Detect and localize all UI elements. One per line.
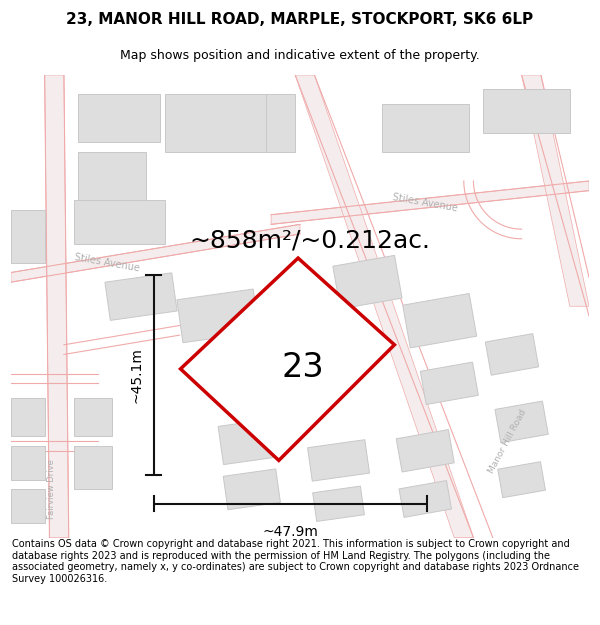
- Polygon shape: [399, 481, 451, 518]
- Polygon shape: [74, 398, 112, 436]
- Polygon shape: [495, 401, 548, 442]
- Polygon shape: [521, 75, 589, 306]
- Polygon shape: [74, 200, 165, 244]
- Polygon shape: [382, 104, 469, 152]
- Polygon shape: [266, 94, 295, 152]
- Polygon shape: [11, 210, 44, 263]
- Polygon shape: [403, 294, 476, 348]
- Text: ~47.9m: ~47.9m: [262, 525, 319, 539]
- Polygon shape: [181, 258, 394, 461]
- Polygon shape: [223, 469, 280, 510]
- Polygon shape: [498, 462, 545, 498]
- Polygon shape: [44, 75, 69, 538]
- Polygon shape: [79, 152, 146, 200]
- Polygon shape: [11, 398, 44, 436]
- Text: ~858m²/~0.212ac.: ~858m²/~0.212ac.: [189, 229, 430, 253]
- Polygon shape: [485, 334, 539, 375]
- Polygon shape: [483, 89, 570, 132]
- Polygon shape: [421, 362, 478, 404]
- Polygon shape: [165, 94, 266, 152]
- Polygon shape: [313, 486, 364, 521]
- Text: Contains OS data © Crown copyright and database right 2021. This information is : Contains OS data © Crown copyright and d…: [12, 539, 579, 584]
- Polygon shape: [308, 440, 370, 481]
- Text: 23: 23: [281, 351, 324, 384]
- Polygon shape: [105, 273, 177, 321]
- Text: Stiles Avenue: Stiles Avenue: [74, 253, 140, 274]
- Text: Manor Hill Road: Manor Hill Road: [487, 408, 528, 475]
- Text: 23, MANOR HILL ROAD, MARPLE, STOCKPORT, SK6 6LP: 23, MANOR HILL ROAD, MARPLE, STOCKPORT, …: [67, 12, 533, 27]
- Polygon shape: [79, 94, 160, 142]
- Polygon shape: [11, 224, 300, 282]
- Polygon shape: [396, 429, 454, 472]
- Polygon shape: [177, 289, 259, 342]
- Polygon shape: [218, 418, 286, 464]
- Text: Map shows position and indicative extent of the property.: Map shows position and indicative extent…: [120, 49, 480, 62]
- Text: Stiles Avenue: Stiles Avenue: [392, 192, 458, 214]
- Polygon shape: [271, 181, 589, 224]
- Polygon shape: [295, 75, 473, 538]
- Text: Manor Hill Road: Manor Hill Road: [299, 359, 340, 426]
- Polygon shape: [74, 446, 112, 489]
- Polygon shape: [11, 489, 44, 523]
- Text: ~45.1m: ~45.1m: [129, 348, 143, 403]
- Text: Fairview Drive: Fairview Drive: [47, 459, 56, 519]
- Polygon shape: [333, 256, 402, 309]
- Polygon shape: [11, 446, 44, 480]
